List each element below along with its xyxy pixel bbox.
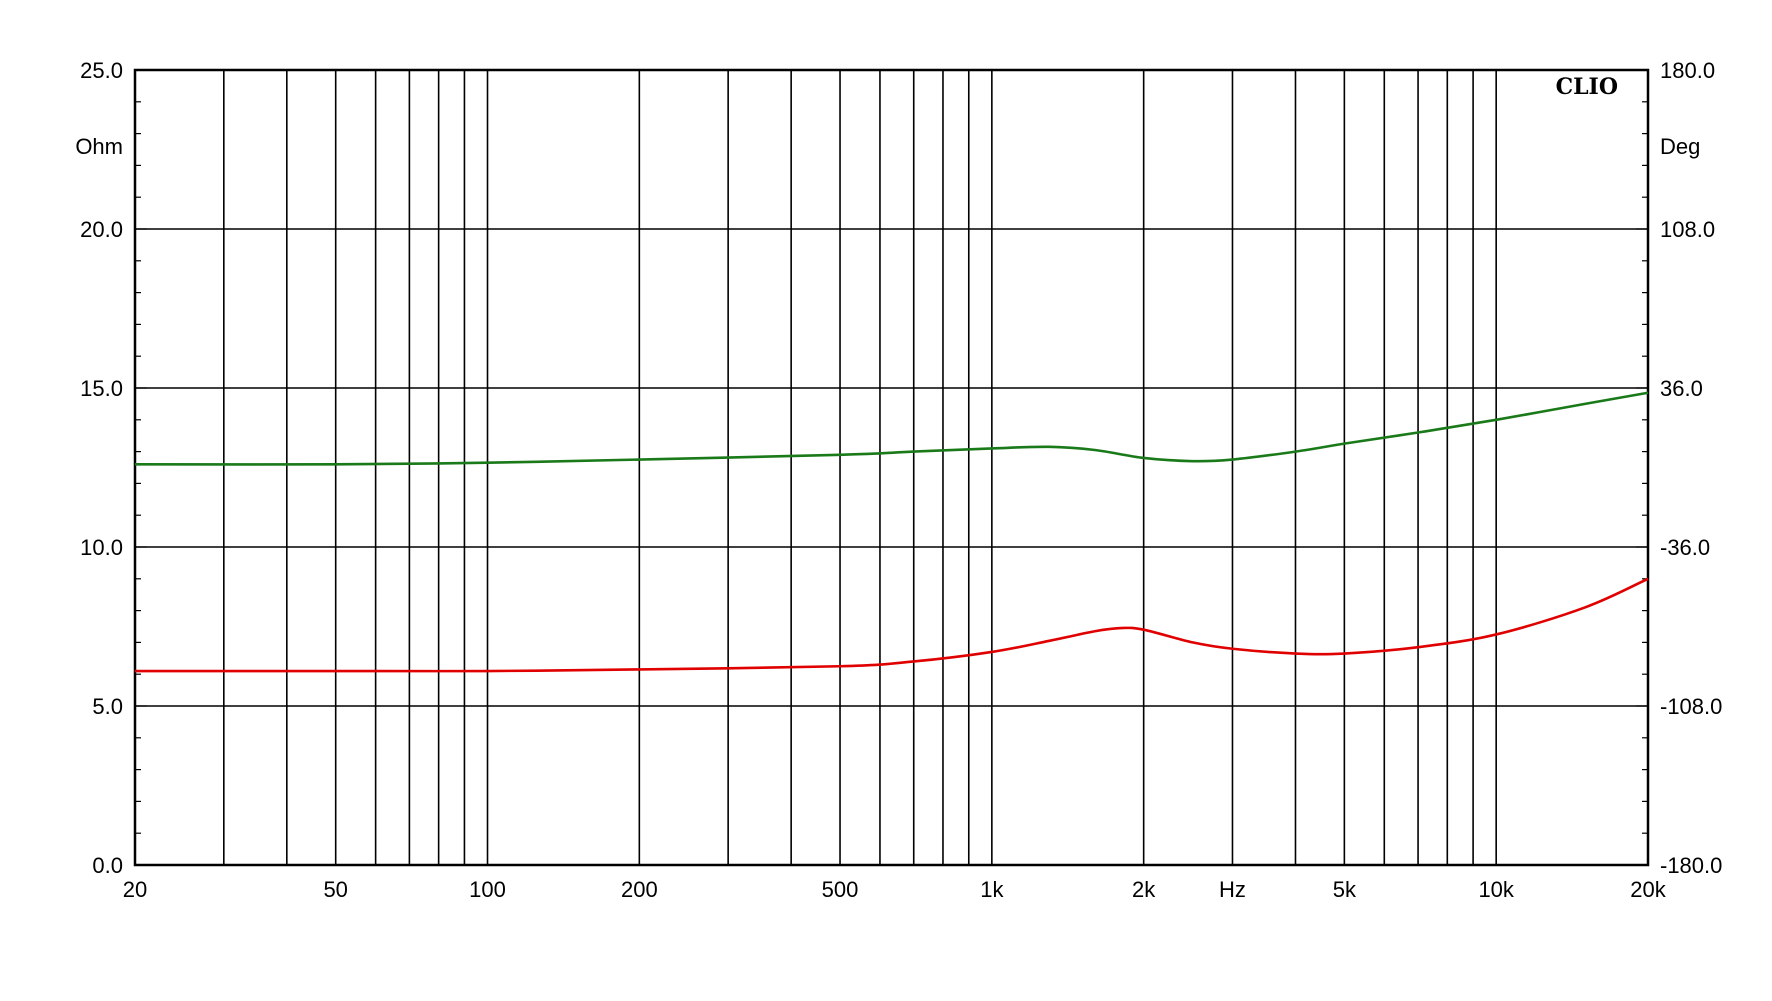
x-axis-tick-label: 1k xyxy=(980,877,1004,902)
x-axis-tick-label: 2k xyxy=(1132,877,1156,902)
x-axis-unit-label: Hz xyxy=(1219,877,1246,902)
labels-layer: 0.0 5.0 10.0 15.0 20.0 25.0 Ohm -180.0 -108.0 -36… xyxy=(75,58,1722,902)
right-axis-tick-label: -108.0 xyxy=(1660,694,1722,719)
left-axis-tick-label: 10.0 xyxy=(80,535,123,560)
right-axis-tick-label: 36.0 xyxy=(1660,376,1703,401)
series-line-1 xyxy=(134,577,1649,673)
x-axis-tick-label: 50 xyxy=(323,877,347,902)
x-axis-tick-label: 5k xyxy=(1333,877,1357,902)
left-axis-tick-label: 15.0 xyxy=(80,376,123,401)
series-line-2 xyxy=(134,391,1649,466)
right-axis-unit-label: Deg xyxy=(1660,134,1700,159)
vertical-gridlines xyxy=(223,70,1497,865)
series-layer xyxy=(134,391,1649,673)
right-axis-tick-label: -180.0 xyxy=(1660,853,1722,878)
right-axis-tick-label: -36.0 xyxy=(1660,535,1710,560)
plot-frame xyxy=(133,68,1650,867)
right-axis-tick-label: 180.0 xyxy=(1660,58,1715,83)
left-axis-unit-label: Ohm xyxy=(75,134,123,159)
x-axis-tick-label: 20k xyxy=(1630,877,1666,902)
x-axis-tick-label: 10k xyxy=(1478,877,1514,902)
horizontal-gridlines xyxy=(135,228,1648,707)
x-axis-tick-label: 20 xyxy=(123,877,147,902)
brand-logo: CLIO xyxy=(1556,74,1618,100)
left-axis-tick-label: 20.0 xyxy=(80,217,123,242)
left-axis-tick-label: 25.0 xyxy=(80,58,123,83)
left-axis-tick-label: 0.0 xyxy=(92,853,123,878)
x-axis-tick-label: 100 xyxy=(469,877,506,902)
left-axis-tick-label: 5.0 xyxy=(92,694,123,719)
right-axis-tick-label: 108.0 xyxy=(1660,217,1715,242)
x-axis-tick-label: 500 xyxy=(822,877,859,902)
x-axis-tick-label: 200 xyxy=(621,877,658,902)
